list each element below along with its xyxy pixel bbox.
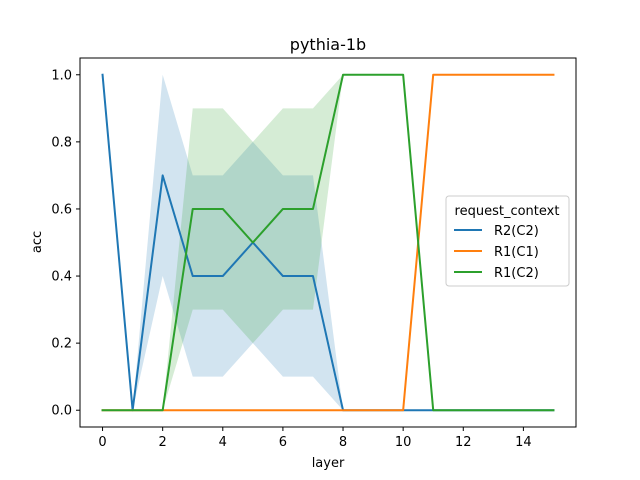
chart-title: pythia-1b: [290, 35, 366, 54]
ci-band-3: [102, 74, 554, 411]
legend: request_context R2(C2) R1(C1) R1(C2): [445, 195, 570, 287]
x-tick-label: 4: [219, 435, 227, 450]
y-tick-label: 1.0: [51, 68, 72, 83]
legend-label-1: R2(C2): [494, 224, 539, 239]
y-tick-label: 0.2: [51, 337, 72, 352]
y-tick-label: 0.8: [51, 135, 72, 150]
x-tick-label: 8: [339, 435, 347, 450]
x-tick-label: 14: [515, 435, 532, 450]
x-tick-label: 6: [279, 435, 287, 450]
x-tick-label: 0: [98, 435, 106, 450]
x-axis-label: layer: [312, 456, 345, 471]
confidence-bands: [102, 74, 554, 411]
x-axis-ticks: 0 2 4 6 8 10 12 14: [98, 427, 532, 450]
y-axis-ticks: 0.0 0.2 0.4 0.6 0.8 1.0: [51, 68, 80, 419]
y-tick-label: 0.6: [51, 202, 72, 217]
series-line-2: [101, 73, 555, 412]
legend-label-3: R1(C2): [494, 266, 539, 281]
legend-title: request_context: [455, 204, 560, 219]
legend-items: R2(C2) R1(C1) R1(C2): [454, 224, 539, 281]
ci-band-1: [102, 74, 554, 411]
x-tick-label: 12: [455, 435, 472, 450]
y-tick-label: 0.4: [51, 270, 72, 285]
legend-label-2: R1(C1): [494, 245, 539, 260]
y-axis-label: acc: [30, 231, 45, 253]
y-tick-label: 0.0: [51, 404, 72, 419]
x-tick-label: 10: [395, 435, 412, 450]
axes-frame: [79, 57, 577, 428]
x-tick-label: 2: [159, 435, 167, 450]
series-line-3: [101, 73, 555, 412]
series-lines: [101, 73, 555, 412]
legend-box: [445, 195, 570, 287]
